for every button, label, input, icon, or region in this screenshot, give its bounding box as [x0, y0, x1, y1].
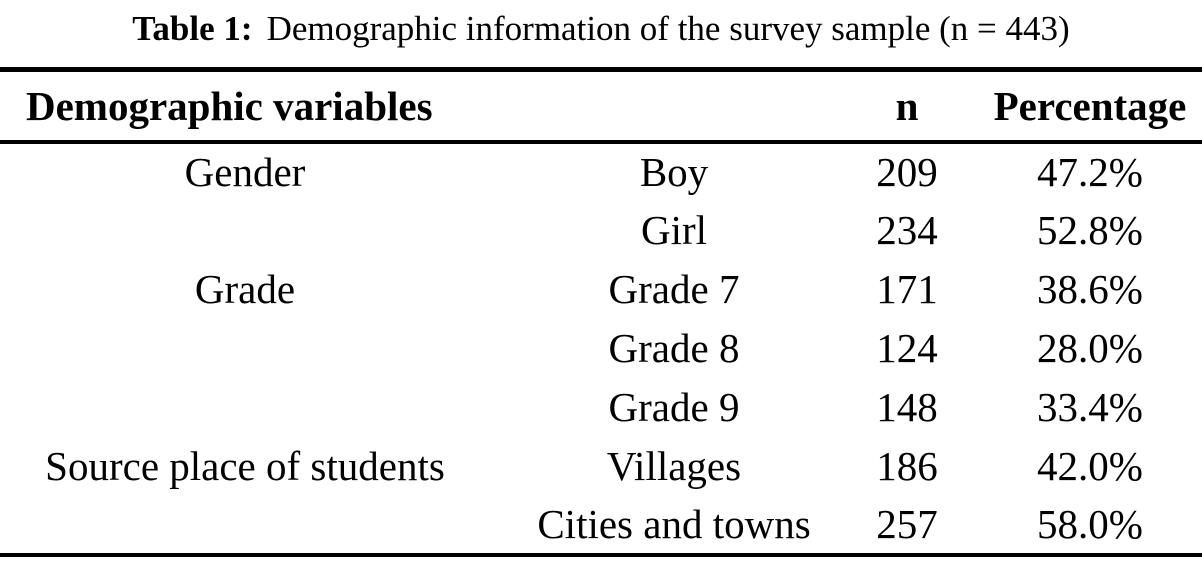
category-cell: Boy [639, 149, 709, 195]
category-cell: Villages [606, 443, 742, 489]
variable-cell: Source place of students [45, 443, 445, 489]
percentage-cell: 42.0% [1037, 443, 1143, 489]
table-caption: Table 1: Demographic information of the … [0, 0, 1202, 67]
table-row: Grade 8 124 28.0% [0, 319, 1202, 378]
variable-cell [0, 378, 490, 437]
variable-cell [0, 496, 490, 555]
percentage-cell: 52.8% [1037, 207, 1143, 253]
percentage-cell: 47.2% [1037, 149, 1143, 195]
table-row: Girl 234 52.8% [0, 201, 1202, 260]
variable-cell [0, 201, 490, 260]
col-header-n: n [858, 69, 956, 144]
variable-cell: Gender [184, 149, 306, 195]
table-row: Source place of students Villages 186 42… [0, 437, 1202, 496]
variable-cell: Grade [194, 266, 296, 312]
n-cell: 209 [876, 149, 938, 195]
percentage-cell: 28.0% [1037, 325, 1143, 371]
category-cell: Girl [640, 207, 708, 253]
n-cell: 234 [876, 207, 938, 253]
table-caption-label: Table 1: [132, 8, 253, 48]
percentage-cell: 58.0% [1037, 501, 1143, 547]
header-row: Demographic variables n Percentage [0, 69, 1202, 144]
n-cell: 186 [876, 443, 938, 489]
col-header-category [490, 69, 858, 144]
col-header-percentage: Percentage [956, 69, 1202, 144]
n-cell: 124 [876, 325, 938, 371]
table-row: Grade 9 148 33.4% [0, 378, 1202, 437]
col-header-demographic-variables: Demographic variables [0, 69, 490, 144]
n-cell: 171 [876, 266, 938, 312]
n-cell: 257 [876, 501, 938, 547]
percentage-cell: 38.6% [1037, 266, 1143, 312]
category-cell: Grade 9 [608, 384, 740, 430]
demographics-table: Demographic variables n Percentage Gende… [0, 67, 1202, 557]
percentage-cell: 33.4% [1037, 384, 1143, 430]
category-cell: Grade 7 [608, 266, 740, 312]
variable-cell [0, 319, 490, 378]
n-cell: 148 [876, 384, 938, 430]
category-cell: Grade 8 [608, 325, 740, 371]
table-row: Grade Grade 7 171 38.6% [0, 260, 1202, 319]
table-caption-text: Demographic information of the survey sa… [266, 8, 1070, 48]
category-cell: Cities and towns [537, 501, 811, 547]
table-row: Cities and towns 257 58.0% [0, 496, 1202, 555]
table-row: Gender Boy 209 47.2% [0, 142, 1202, 201]
